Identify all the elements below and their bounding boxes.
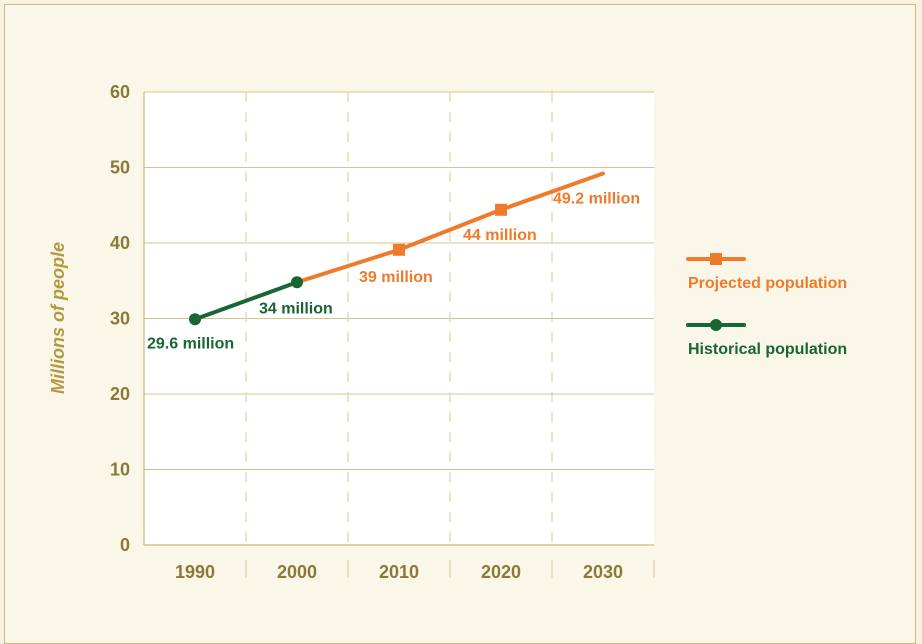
projected-population-marker — [495, 203, 507, 216]
legend-projected-population: Projected population — [686, 253, 847, 292]
x-tick-label: 1990 — [175, 562, 215, 582]
y-tick-label: 20 — [110, 384, 130, 404]
historical-population-marker — [291, 276, 303, 289]
legend-circle-marker — [710, 319, 722, 331]
x-tick-label: 2010 — [379, 562, 419, 582]
historical-population-marker — [189, 313, 201, 326]
projected-population-marker — [393, 243, 405, 256]
legend-historical-population: Historical population — [686, 319, 847, 358]
y-tick-label: 30 — [110, 309, 130, 329]
y-tick-label: 10 — [110, 460, 130, 480]
historical-population-line — [193, 280, 299, 322]
y-tick-label: 50 — [110, 158, 130, 178]
data-label: 39 million — [359, 269, 433, 286]
legend-label: Historical population — [688, 341, 847, 358]
data-label: 44 million — [463, 227, 537, 244]
data-label: 49.2 million — [553, 191, 640, 208]
y-axis-title: Millions of people — [48, 242, 68, 394]
data-label: 29.6 million — [147, 335, 234, 352]
data-label: 34 million — [259, 300, 333, 317]
projected-population-line — [295, 171, 605, 285]
legend-label: Projected population — [688, 275, 847, 292]
y-tick-label: 40 — [110, 233, 130, 253]
x-tick-label: 2030 — [583, 562, 623, 582]
x-tick-label: 2020 — [481, 562, 521, 582]
y-tick-label: 60 — [110, 82, 130, 102]
x-tick-label: 2000 — [277, 562, 317, 582]
y-tick-label: 0 — [120, 535, 130, 555]
legend-square-marker — [710, 253, 722, 265]
